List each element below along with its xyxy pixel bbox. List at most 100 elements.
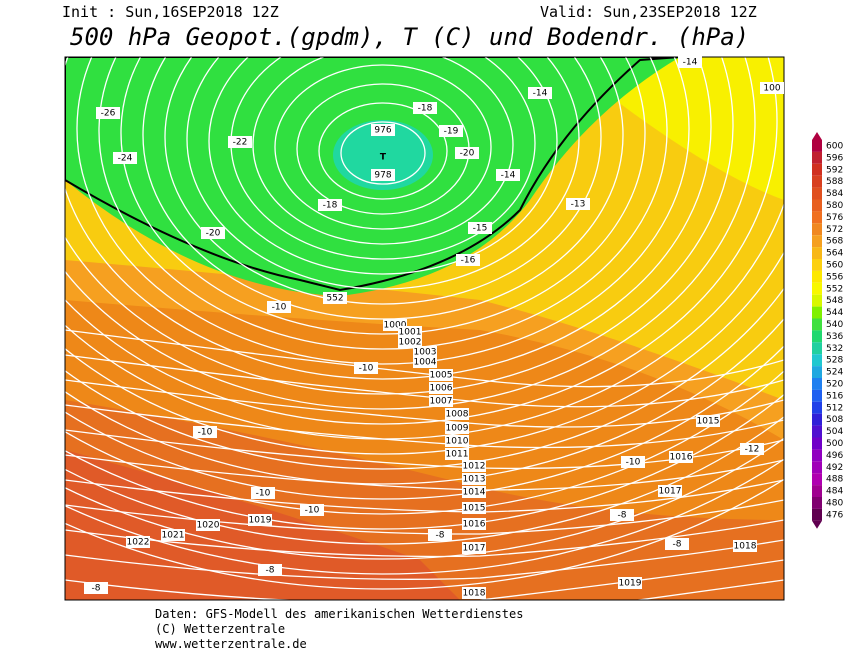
colorbar-label: 532: [826, 344, 843, 354]
contour-label: 1022: [127, 538, 150, 548]
contour-label: -12: [745, 445, 760, 455]
isobar: [65, 458, 784, 575]
isohypse: [65, 519, 784, 558]
colorbar-label: 544: [826, 308, 843, 318]
footer-line: www.wetterzentrale.de: [155, 637, 307, 651]
contour-label: 978: [374, 171, 391, 181]
isobar: [120, 57, 646, 335]
isobar: [65, 57, 734, 395]
contour-label: 552: [326, 294, 343, 304]
isobar: [65, 251, 784, 455]
contour-label: 1004: [414, 358, 437, 368]
contour-label: -24: [118, 154, 133, 164]
label-box: [371, 169, 395, 181]
contour-label: 1018: [463, 589, 486, 599]
colorbar-label: 484: [826, 487, 843, 497]
contour-label: -10: [359, 364, 374, 374]
isobar: [65, 393, 784, 530]
label-box: [398, 336, 422, 348]
colorbar-swatch: [812, 163, 822, 176]
contour-label: 1001: [399, 328, 422, 338]
contour-label: 1006: [430, 384, 453, 394]
colorbar-label: 500: [826, 439, 843, 449]
colorbar-swatch: [812, 259, 822, 271]
label-box: [413, 346, 437, 358]
isobar: [164, 57, 602, 305]
contour-label: 1011: [446, 450, 469, 460]
colorbar-swatch: [812, 425, 822, 438]
colorbar-label: 540: [826, 320, 843, 330]
label-box: [439, 125, 463, 137]
label-box: [445, 448, 469, 460]
contour-label: 1015: [697, 417, 720, 427]
contour-label: 1017: [463, 544, 486, 554]
contour-label: 1015: [463, 504, 486, 514]
isobar: [65, 370, 784, 515]
label-box: [618, 577, 642, 589]
colorbar-label: 584: [826, 189, 843, 199]
colorbar-label: 488: [826, 475, 843, 485]
contour-label: 1009: [446, 424, 469, 434]
isobar: [65, 57, 756, 410]
colorbar-label: 496: [826, 451, 843, 461]
contour-label: 1007: [430, 397, 453, 407]
colorbar-swatch: [812, 318, 822, 331]
colorbar-label: 596: [826, 153, 843, 163]
isobar: [65, 287, 784, 470]
footer-line: Daten: GFS-Modell des amerikanischen Wet…: [155, 607, 523, 621]
colorbar-label: 568: [826, 237, 843, 247]
contour-label: 1020: [197, 521, 220, 531]
contour-label: -10: [256, 489, 271, 499]
isobar: [65, 478, 784, 590]
map-frame: [64, 56, 785, 601]
contour-label: 1019: [619, 579, 642, 589]
colorbar-label: 592: [826, 165, 843, 175]
colorbar-label: 512: [826, 403, 843, 413]
isohypse: [65, 354, 784, 408]
valid-time: Valid: Sun,23SEP2018 12Z: [540, 3, 757, 21]
colorbar-swatch: [812, 413, 822, 426]
contour-label: -8: [266, 566, 275, 576]
colorbar-swatch: [812, 497, 822, 509]
colorbar-swatch: [812, 211, 822, 224]
contour-label: 1017: [659, 487, 682, 497]
colorbar-label: 504: [826, 427, 843, 437]
label-box: [267, 301, 291, 313]
low-marker: T: [380, 153, 387, 163]
colorbar-label: 476: [826, 510, 843, 520]
contour-label: -22: [233, 138, 248, 148]
label-box: [496, 169, 520, 181]
label-box: [251, 487, 275, 499]
colorbar-label: 508: [826, 415, 843, 425]
contour-label: 1018: [734, 542, 757, 552]
isobar: [65, 437, 784, 560]
contour-label: -19: [444, 127, 459, 137]
label-box: [413, 102, 437, 114]
colorbar-swatch: [812, 187, 822, 200]
isobar: [65, 344, 784, 500]
label-box: [462, 518, 486, 530]
contour-label: -8: [618, 511, 627, 521]
label-box: [456, 254, 480, 266]
contour-label: -15: [473, 224, 488, 234]
colorbar-swatch: [812, 473, 822, 486]
map-title: 500 hPa Geopot.(gpdm), T (C) und Bodendr…: [70, 23, 749, 51]
colorbar-swatch: [812, 282, 822, 295]
label-box: [300, 504, 324, 516]
colorbar-label: 520: [826, 380, 843, 390]
colorbar-swatch: [812, 199, 822, 212]
label-box: [413, 356, 437, 368]
isohypse: [65, 539, 784, 580]
contour-label: -18: [418, 104, 433, 114]
colorbar-swatch: [812, 378, 822, 390]
label-box: [371, 124, 395, 136]
contour-label: 1008: [446, 410, 469, 420]
label-box: [161, 529, 185, 541]
label-box: [354, 362, 378, 374]
label-box: [678, 56, 702, 68]
colorbar-label: 576: [826, 213, 843, 223]
label-box: [740, 443, 764, 455]
label-box: [228, 136, 252, 148]
contour-label: 1016: [463, 520, 486, 530]
contour-label: -14: [501, 171, 516, 181]
